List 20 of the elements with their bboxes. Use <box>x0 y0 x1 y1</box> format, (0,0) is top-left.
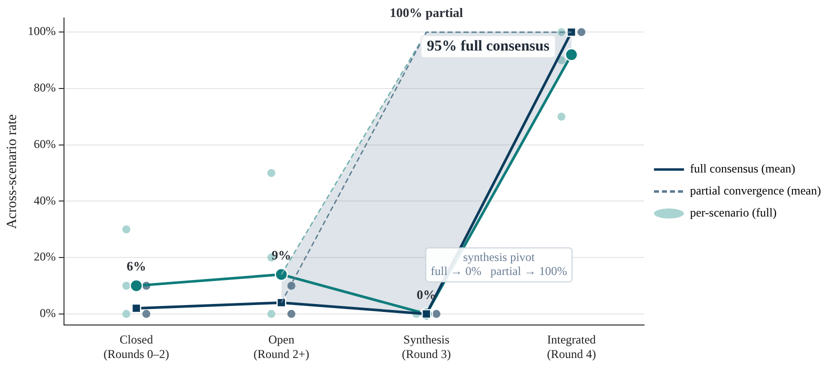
legend-label: partial convergence (mean) <box>690 184 822 198</box>
x-tick-label: Closed (Rounds 0–2) <box>103 332 170 361</box>
annotation: synthesis pivot full → 0% partial → 100% <box>430 250 568 278</box>
annotation: 0% <box>416 286 436 302</box>
y-tick-label: 60% <box>34 136 56 151</box>
y-tick-label: 0% <box>40 306 56 320</box>
legend-label: full consensus (mean) <box>690 162 796 176</box>
annotation: 100% partial <box>390 4 464 20</box>
legend-label: per-scenario (full) <box>690 206 777 220</box>
y-axis-title: Across-scenario rate <box>5 114 20 229</box>
y-tick-label: 100% <box>28 24 56 38</box>
annotation: 9% <box>272 247 292 262</box>
x-tick-label: Integrated (Round 4) <box>546 332 596 361</box>
x-tick-label: Synthesis (Round 3) <box>402 332 451 361</box>
y-tick-label: 40% <box>34 193 56 208</box>
annotation: 6% <box>126 258 146 274</box>
annotation: 95% full consensus <box>426 38 550 55</box>
y-tick-label: 20% <box>34 250 56 264</box>
y-tick-label: 80% <box>34 80 56 95</box>
x-tick-label: Open (Round 2+) <box>253 332 310 361</box>
